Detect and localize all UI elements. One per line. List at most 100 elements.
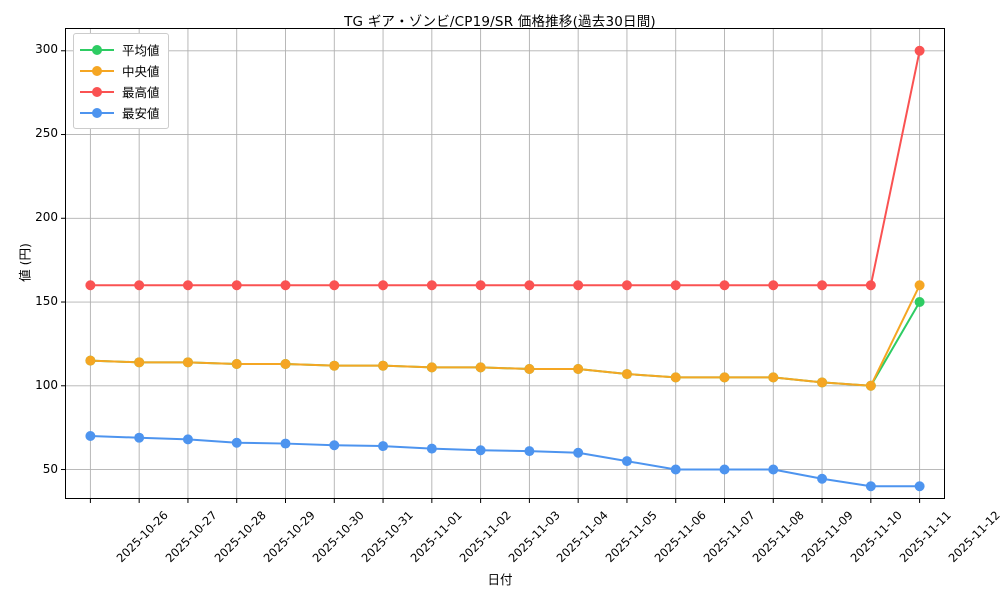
series-marker (134, 357, 145, 368)
series-marker (85, 355, 96, 366)
series-marker (475, 362, 486, 373)
series-marker (865, 280, 876, 291)
series-marker (719, 280, 730, 291)
series-marker (85, 431, 96, 442)
series-marker (524, 280, 535, 291)
series-marker (231, 359, 242, 369)
series-marker (378, 280, 389, 291)
legend-color-swatch (80, 64, 114, 78)
y-tick-label: 100 (35, 378, 58, 393)
legend-item[interactable]: 平均値 (80, 39, 160, 60)
legend-item-label: 最高値 (122, 85, 160, 100)
series-marker (670, 372, 681, 383)
y-tick-label: 50 (42, 462, 58, 477)
x-tick-label: 2025-11-07 (700, 508, 758, 566)
legend-item-label: 平均値 (122, 43, 160, 58)
legend-color-swatch (80, 85, 114, 99)
x-axis-label: 日付 (487, 572, 513, 587)
series-marker (134, 280, 145, 291)
series-marker (817, 473, 828, 484)
x-tick-label: 2025-10-29 (260, 508, 318, 566)
series-marker (573, 280, 584, 291)
series-line (89, 284, 921, 387)
series-marker (524, 364, 535, 375)
x-tick-label: 2025-11-08 (749, 508, 807, 566)
chart-title: TG ギア・ゾンビ/CP19/SR 価格推移(過去30日間) (344, 14, 656, 30)
series-marker (524, 446, 535, 457)
series-marker (865, 481, 876, 492)
series-marker (768, 372, 779, 383)
series-marker (621, 369, 632, 380)
legend-item[interactable]: 最高値 (80, 81, 160, 102)
x-tick-label: 2025-11-01 (407, 508, 465, 566)
series-marker (817, 377, 828, 388)
series-marker (329, 440, 340, 451)
series-marker (182, 280, 193, 291)
series-marker (426, 280, 437, 291)
series-marker (231, 437, 242, 448)
x-tick-label: 2025-10-31 (358, 508, 416, 566)
series-marker (719, 372, 730, 383)
y-tick-label: 200 (35, 210, 58, 225)
series-marker (621, 456, 632, 467)
x-tick-label: 2025-11-06 (651, 508, 709, 566)
series-marker (426, 362, 437, 373)
y-tick-label: 150 (35, 294, 58, 309)
series-marker (329, 280, 340, 291)
x-tick-label: 2025-11-03 (505, 508, 563, 566)
series-marker (768, 464, 779, 475)
plot-area (61, 28, 945, 503)
legend-item-label: 中央値 (122, 64, 160, 79)
series-marker (914, 280, 925, 291)
series-marker (573, 447, 584, 458)
legend-color-swatch (80, 43, 114, 57)
series-marker (865, 380, 876, 391)
series-marker (573, 364, 584, 375)
series-marker (280, 280, 291, 291)
legend-color-swatch (80, 106, 114, 120)
x-tick-label: 2025-10-26 (114, 508, 172, 566)
series-line (89, 301, 921, 387)
series-marker (85, 280, 96, 291)
series-marker (670, 280, 681, 291)
series-marker (719, 464, 730, 475)
series-marker (182, 357, 193, 368)
chart-legend: 平均値中央値最高値最安値 (73, 33, 169, 129)
series-marker (670, 464, 681, 475)
x-tick-label: 2025-10-30 (309, 508, 367, 566)
x-tick-label: 2025-10-27 (162, 508, 221, 566)
series-marker (621, 280, 632, 291)
y-tick-label: 300 (35, 41, 58, 56)
x-tick-label: 2025-11-11 (896, 508, 954, 566)
x-tick-label: 2025-10-28 (211, 508, 269, 566)
series-marker (378, 441, 389, 452)
series-line (89, 49, 921, 287)
series-marker (475, 445, 486, 456)
legend-item-label: 最安値 (122, 106, 160, 121)
legend-item[interactable]: 中央値 (80, 60, 160, 81)
x-tick-label: 2025-11-09 (798, 508, 856, 566)
x-tick-label: 2025-11-04 (554, 508, 612, 566)
data-series-layer (85, 45, 925, 492)
x-tick-label: 2025-11-05 (602, 508, 661, 566)
series-marker (231, 280, 242, 291)
y-tick-label: 250 (35, 125, 58, 140)
y-tick-label-layer: 50 100 150 200 250 300 (0, 28, 1000, 499)
series-marker (182, 434, 193, 445)
series-marker (134, 432, 145, 443)
series-marker (768, 280, 779, 291)
series-marker (817, 280, 828, 291)
series-marker (378, 360, 389, 371)
x-tick-label: 2025-11-02 (456, 508, 514, 566)
series-marker (280, 359, 291, 369)
legend-item[interactable]: 最安値 (80, 102, 160, 123)
series-marker (914, 481, 925, 492)
series-marker (280, 438, 291, 449)
series-marker (914, 45, 925, 56)
series-marker (426, 443, 437, 454)
series-marker (914, 297, 925, 308)
series-marker (329, 360, 340, 371)
series-line (89, 435, 921, 488)
series-marker (475, 280, 486, 291)
